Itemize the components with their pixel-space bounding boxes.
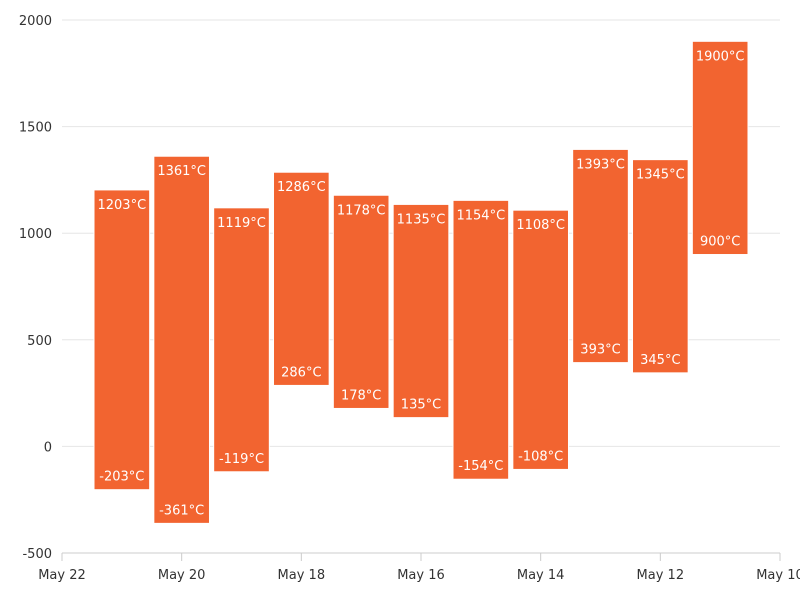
data-label-high: 1108°C (516, 218, 565, 233)
data-label-high: 1361°C (157, 164, 206, 179)
data-label-low: -203°C (99, 470, 144, 485)
x-axis-ticks: May 22 May 20 May 18 May 16 May 14 May 12 May … (38, 553, 800, 583)
data-label-low: 286°C (281, 365, 321, 380)
x-tick-label: May 10 (756, 568, 800, 583)
data-label-high: 1345°C (636, 168, 685, 183)
y-tick-label: 2000 (19, 14, 52, 29)
data-label-high: 1154°C (456, 208, 505, 223)
data-label-low: -154°C (458, 459, 503, 474)
x-tick-label: May 16 (397, 568, 445, 583)
y-tick-label: 1500 (19, 121, 52, 136)
data-label-high: 1286°C (277, 180, 326, 195)
data-label-low: -108°C (518, 449, 563, 464)
data-label-low: 900°C (700, 235, 740, 250)
data-label-high: 1393°C (576, 157, 625, 172)
data-label-low: -119°C (219, 452, 264, 467)
range-bar (273, 171, 330, 386)
x-tick-label: May 22 (38, 568, 86, 583)
range-bar (691, 40, 749, 256)
range-bar (632, 159, 689, 374)
range-bar (93, 189, 151, 491)
data-label-low: -361°C (159, 503, 204, 518)
range-bar (213, 207, 270, 473)
y-axis-ticks: -500 0 500 1000 1500 2000 (19, 14, 52, 562)
x-tick-label: May 14 (517, 568, 565, 583)
data-label-high: 1900°C (696, 49, 745, 64)
data-label-low: 345°C (640, 353, 680, 368)
data-labels: 1203°C -203°C 1361°C -361°C 1119°C -119°C 1286… (97, 49, 744, 518)
range-bar (452, 199, 510, 480)
x-tick-label: May 18 (278, 568, 326, 583)
y-tick-label: 1000 (19, 227, 52, 242)
range-bar (512, 209, 569, 470)
data-label-low: 135°C (401, 398, 441, 413)
range-bar (153, 155, 210, 524)
range-bar (572, 148, 629, 364)
range-bars (93, 40, 749, 524)
x-tick-label: May 20 (158, 568, 206, 583)
x-tick-label: May 12 (637, 568, 685, 583)
y-tick-label: 0 (44, 440, 52, 455)
range-bar (332, 194, 390, 409)
data-label-high: 1119°C (217, 216, 266, 231)
y-tick-label: -500 (22, 547, 52, 562)
data-label-high: 1178°C (337, 203, 386, 218)
data-label-high: 1203°C (97, 198, 146, 213)
data-label-low: 393°C (580, 343, 620, 358)
data-label-high: 1135°C (397, 212, 446, 227)
data-label-low: 178°C (341, 388, 381, 403)
range-bar (392, 203, 450, 419)
y-tick-label: 500 (27, 334, 52, 349)
